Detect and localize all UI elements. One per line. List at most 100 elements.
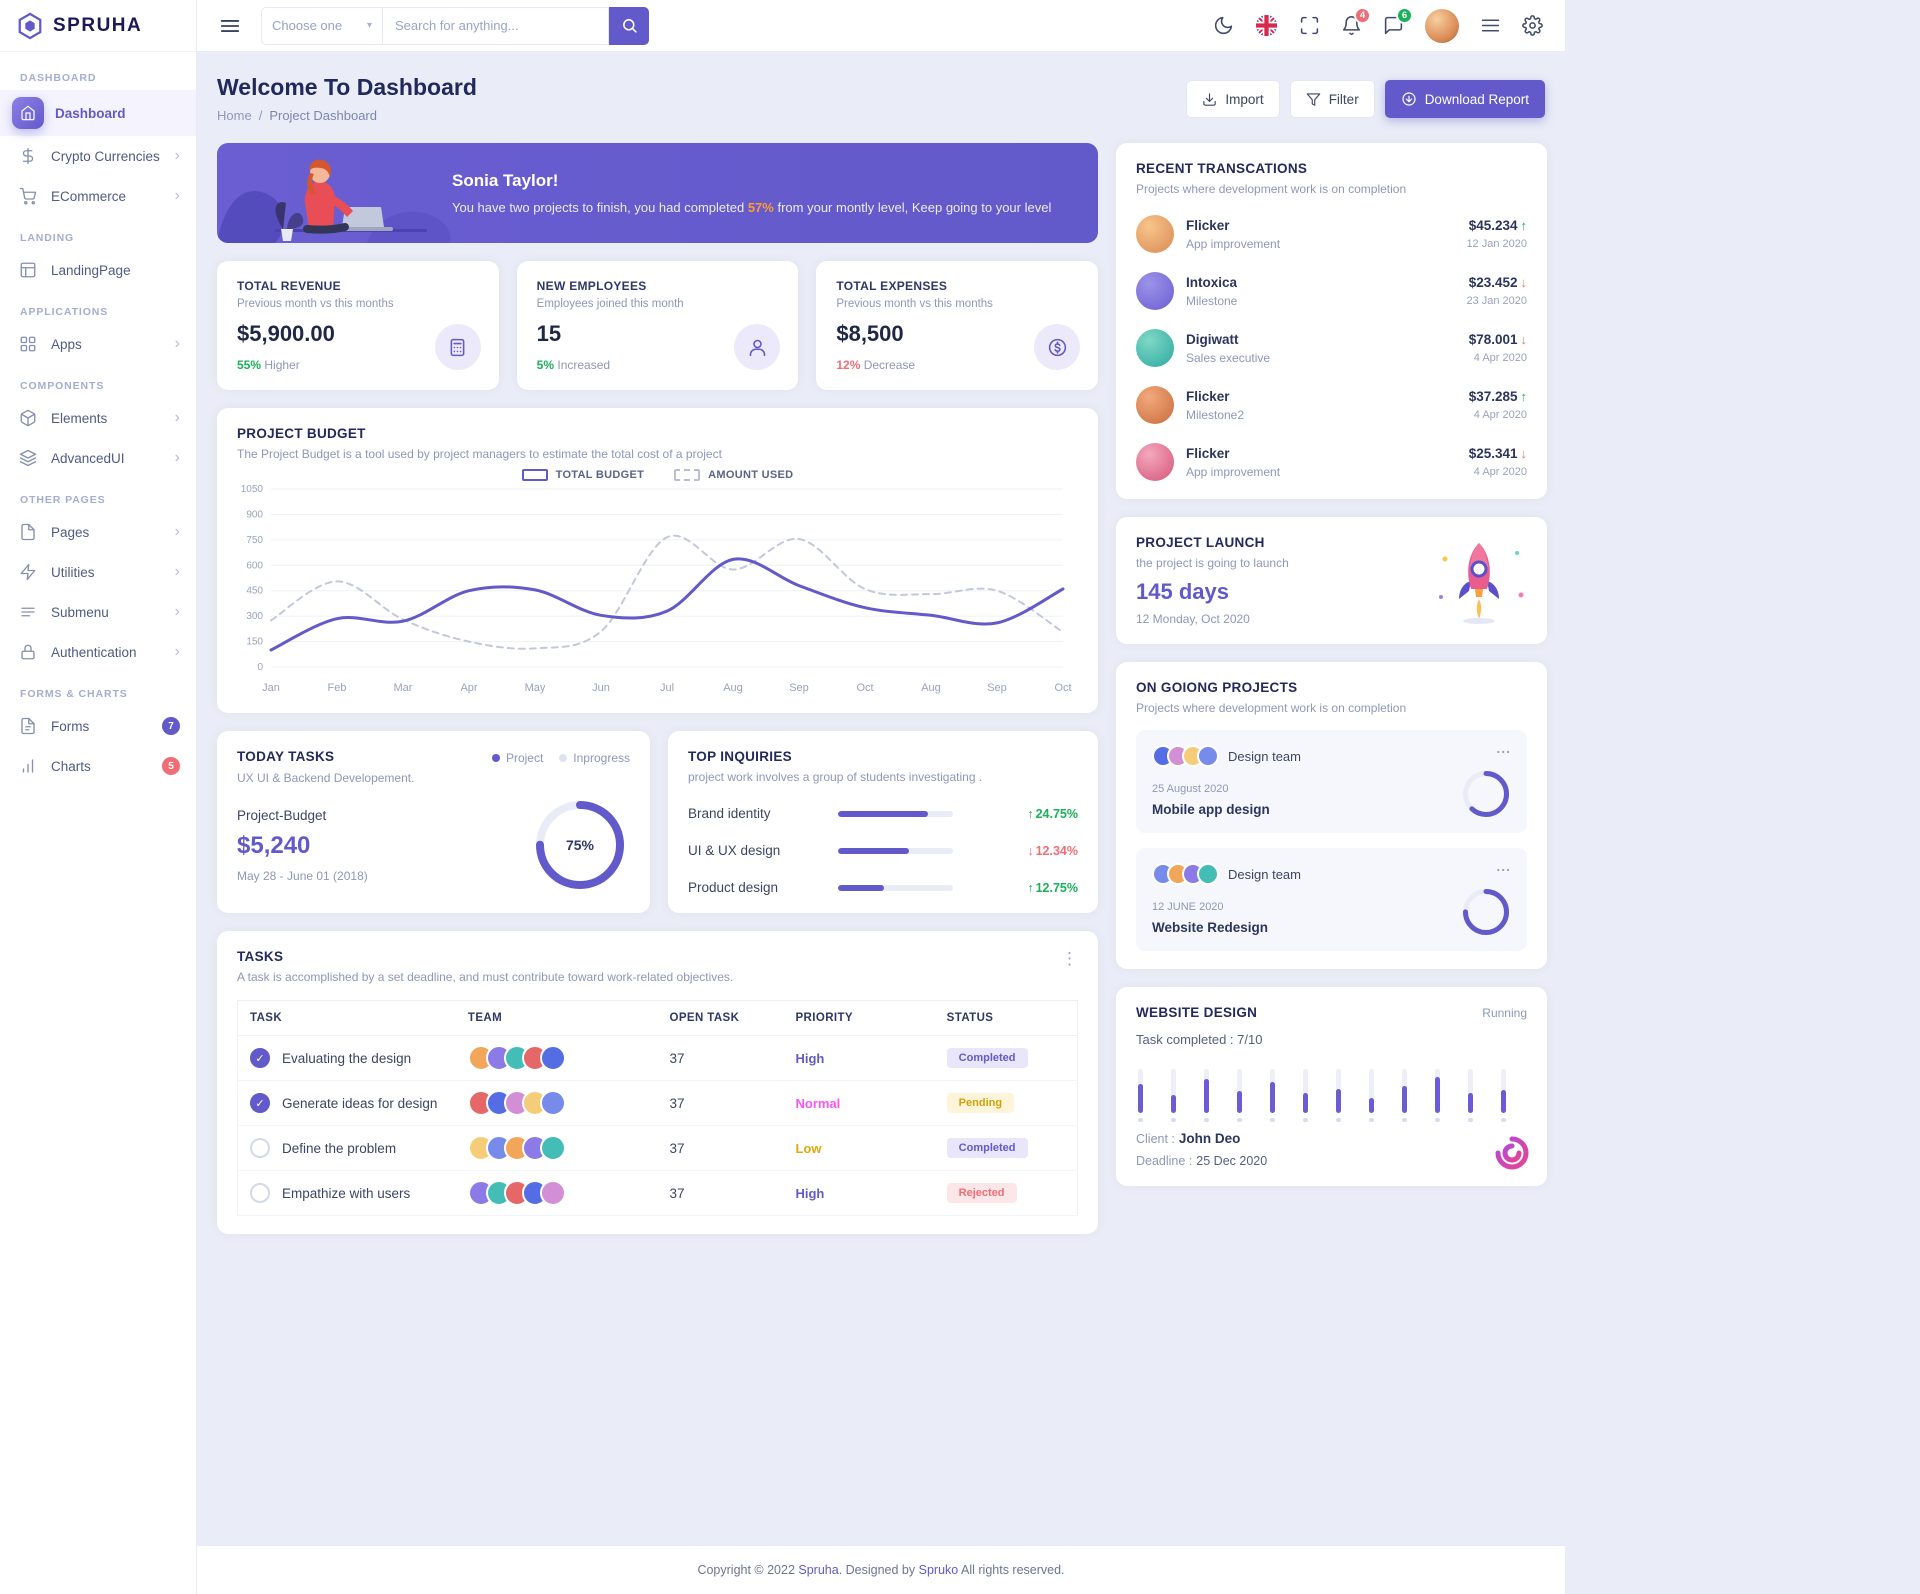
sidebar-item-authentication[interactable]: Authentication ›	[0, 632, 196, 672]
spruko-logo-icon	[1495, 1136, 1529, 1170]
task-label: Empathize with users	[282, 1185, 411, 1201]
list-item[interactable]: Flicker Milestone2 $37.285 ↑ 4 Apr 2020	[1136, 386, 1527, 424]
charts-count-badge: 5	[162, 757, 180, 775]
chevron-right-icon: ›	[174, 187, 180, 204]
user-avatar[interactable]	[1425, 8, 1459, 43]
settings-button[interactable]	[1522, 15, 1543, 36]
svg-text:Apr: Apr	[460, 682, 477, 694]
messages-button[interactable]: 6	[1383, 7, 1413, 36]
mini-bar	[1270, 1069, 1275, 1122]
table-row[interactable]: ✓ Evaluating the design 37 High Complete…	[237, 1035, 1078, 1081]
sidebar-item-crypto-currencies[interactable]: Crypto Currencies ›	[0, 136, 196, 176]
sidebar-item-utilities[interactable]: Utilities ›	[0, 552, 196, 592]
brand-logo[interactable]: SPRUHA	[0, 0, 196, 52]
trend-arrow-icon: ↓	[1520, 446, 1528, 461]
footer-brand-link[interactable]: Spruha	[798, 1563, 839, 1577]
trend-arrow-icon: ↓	[1520, 332, 1528, 347]
list-item[interactable]: Flicker App improvement $45.234 ↑ 12 Jan …	[1136, 215, 1527, 253]
task-checkbox[interactable]: ✓	[250, 1048, 270, 1068]
list-item[interactable]: Intoxica Milestone $23.452 ↓ 23 Jan 2020	[1136, 272, 1527, 310]
transaction-date: 12 Jan 2020	[1466, 238, 1527, 250]
task-list-button[interactable]	[1480, 15, 1501, 36]
transactions-subtitle: Projects where development work is on co…	[1136, 182, 1407, 196]
sidebar-item-dashboard[interactable]: Dashboard	[0, 90, 196, 136]
avatar	[1136, 215, 1174, 253]
mini-bar	[1369, 1069, 1374, 1122]
dollar-icon	[1034, 324, 1081, 370]
sidebar-item-label: AdvancedUI	[51, 450, 125, 466]
table-row[interactable]: ✓ Empathize with users 37 High Rejected	[237, 1170, 1078, 1216]
table-row[interactable]: ✓ Generate ideas for design 37 Normal Pe…	[237, 1080, 1078, 1126]
avatar	[1136, 386, 1174, 424]
more-options-icon[interactable]: ⋮	[1061, 949, 1078, 968]
legend-label: TOTAL BUDGET	[555, 469, 645, 481]
column-header-team: TEAM	[455, 1000, 658, 1036]
global-search: Choose one ▾	[261, 6, 649, 45]
sidebar-item-pages[interactable]: Pages ›	[0, 512, 196, 552]
more-options-icon[interactable]: ...	[1496, 858, 1511, 874]
priority-label: High	[795, 1185, 825, 1201]
trend-arrow-icon: ↓	[1520, 275, 1528, 290]
svg-text:Sep: Sep	[789, 682, 809, 694]
donut-legend: Project Inprogress	[491, 751, 630, 765]
bar-chart-icon	[16, 754, 40, 778]
fullscreen-button[interactable]	[1299, 15, 1320, 36]
filter-button[interactable]: Filter	[1289, 80, 1375, 118]
bell-icon	[1342, 16, 1361, 35]
search-input[interactable]	[383, 6, 609, 45]
sidebar-item-label: Crypto Currencies	[51, 148, 160, 164]
completion-percent: 57%	[747, 200, 774, 215]
trend-arrow-icon: ↑	[1027, 880, 1034, 895]
svg-text:Jul: Jul	[660, 682, 674, 694]
uk-flag-icon	[1255, 14, 1278, 37]
dark-mode-toggle[interactable]	[1213, 15, 1234, 36]
notifications-button[interactable]: 4	[1341, 7, 1371, 36]
notifications-count-badge: 4	[1354, 7, 1371, 24]
list-item[interactable]: Flicker App improvement $25.341 ↓ 4 Apr 2…	[1136, 443, 1527, 481]
sidebar-item-apps[interactable]: Apps ›	[0, 324, 196, 364]
mini-bar	[1237, 1069, 1242, 1122]
search-category-select[interactable]: Choose one ▾	[261, 6, 383, 45]
sidebar-item-ecommerce[interactable]: ECommerce ›	[0, 176, 196, 216]
sidebar-item-charts[interactable]: Charts 5	[0, 746, 196, 786]
sidebar-item-forms[interactable]: Forms 7	[0, 706, 196, 746]
project-item[interactable]: Design team ... 25 August 2020 Mobile ap…	[1136, 730, 1527, 833]
chevron-right-icon: ›	[174, 449, 180, 466]
mini-bar	[1336, 1069, 1341, 1122]
sidebar-toggle-icon[interactable]	[219, 15, 241, 37]
footer-designer-link[interactable]: Spruko	[918, 1563, 959, 1577]
sidebar-item-elements[interactable]: Elements ›	[0, 398, 196, 438]
more-options-icon[interactable]: ...	[1496, 740, 1511, 756]
task-checkbox[interactable]: ✓	[250, 1093, 270, 1113]
sidebar-item-advancedui[interactable]: AdvancedUI ›	[0, 438, 196, 478]
search-button[interactable]	[609, 6, 649, 45]
list-item[interactable]: Digiwatt Sales executive $78.001 ↓ 4 Apr …	[1136, 329, 1527, 367]
footer: Copyright © 2022 Spruha. Designed by Spr…	[197, 1545, 1565, 1594]
user-icon	[734, 324, 781, 370]
open-task-count: 37	[657, 1170, 784, 1216]
sidebar-item-submenu[interactable]: Submenu ›	[0, 592, 196, 632]
task-checkbox[interactable]: ✓	[250, 1183, 270, 1203]
sidebar-item-landingpage[interactable]: LandingPage	[0, 250, 196, 290]
avatar	[539, 1180, 566, 1206]
stat-delta: 55% Higher	[237, 358, 300, 372]
filter-icon	[1306, 92, 1320, 106]
table-row[interactable]: ✓ Define the problem 37 Low Completed	[237, 1125, 1078, 1171]
nav-section-landing: LANDING	[20, 232, 75, 244]
column-header-status: STATUS	[934, 1000, 1078, 1036]
task-checkbox[interactable]: ✓	[250, 1138, 270, 1158]
transaction-amount: $37.285	[1468, 389, 1518, 404]
download-report-button[interactable]: Download Report	[1384, 80, 1545, 118]
chart-legend: TOTAL BUDGET AMOUNT USED	[237, 469, 1078, 481]
import-button[interactable]: Import	[1186, 80, 1280, 118]
breadcrumb-home[interactable]: Home	[217, 108, 252, 123]
transaction-amount: $25.341	[1468, 446, 1518, 461]
grid-icon	[16, 332, 40, 356]
svg-text:600: 600	[246, 560, 263, 571]
home-icon	[12, 97, 44, 129]
chart-title: PROJECT BUDGET	[237, 426, 366, 441]
project-item[interactable]: Design team ... 12 JUNE 2020 Website Red…	[1136, 848, 1527, 951]
sidebar-item-label: Pages	[51, 524, 90, 540]
language-flag-button[interactable]	[1255, 14, 1278, 37]
website-title: WEBSITE DESIGN	[1136, 1005, 1258, 1020]
